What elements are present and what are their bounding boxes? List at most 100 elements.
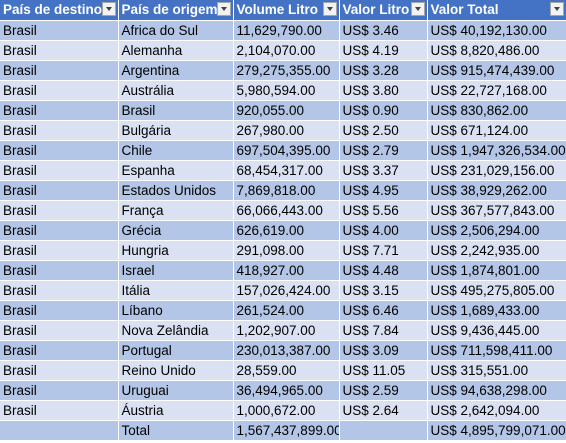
total-origin-cell[interactable]: Total bbox=[118, 420, 234, 441]
column-header[interactable]: País de origem bbox=[118, 0, 234, 21]
unit-price-cell[interactable]: US$ 3.09 bbox=[339, 340, 428, 361]
volume-cell[interactable]: 267,980.00 bbox=[233, 120, 340, 141]
destination-cell[interactable]: Brasil bbox=[0, 360, 119, 381]
destination-cell[interactable]: Brasil bbox=[0, 320, 119, 341]
total-value-cell[interactable]: US$ 2,642,094.00 bbox=[427, 400, 566, 421]
destination-cell[interactable]: Brasil bbox=[0, 40, 119, 61]
destination-cell[interactable]: Brasil bbox=[0, 20, 119, 41]
volume-cell[interactable]: 291,098.00 bbox=[233, 240, 340, 261]
unit-price-cell[interactable]: US$ 3.80 bbox=[339, 80, 428, 101]
origin-cell[interactable]: Hungria bbox=[118, 240, 234, 261]
total-value-cell[interactable]: US$ 8,820,486.00 bbox=[427, 40, 566, 61]
column-header[interactable]: Valor Total bbox=[427, 0, 566, 21]
destination-cell[interactable]: Brasil bbox=[0, 80, 119, 101]
destination-cell[interactable]: Brasil bbox=[0, 160, 119, 181]
total-volume-cell[interactable]: 1,567,437,899.00 bbox=[233, 420, 340, 441]
volume-cell[interactable]: 1,000,672.00 bbox=[233, 400, 340, 421]
unit-price-cell[interactable]: US$ 4.00 bbox=[339, 220, 428, 241]
unit-price-cell[interactable]: US$ 3.37 bbox=[339, 160, 428, 181]
total-value-cell[interactable]: US$ 495,275,805.00 bbox=[427, 280, 566, 301]
total-value-cell[interactable]: US$ 367,577,843.00 bbox=[427, 200, 566, 221]
filter-dropdown-icon[interactable] bbox=[322, 2, 337, 16]
unit-price-cell[interactable]: US$ 3.15 bbox=[339, 280, 428, 301]
origin-cell[interactable]: França bbox=[118, 200, 234, 221]
unit-price-cell[interactable]: US$ 4.95 bbox=[339, 180, 428, 201]
origin-cell[interactable]: Brasil bbox=[118, 100, 234, 121]
destination-cell[interactable]: Brasil bbox=[0, 100, 119, 121]
total-value-cell[interactable]: US$ 2,242,935.00 bbox=[427, 240, 566, 261]
origin-cell[interactable]: Chile bbox=[118, 140, 234, 161]
volume-cell[interactable]: 230,013,387.00 bbox=[233, 340, 340, 361]
unit-price-cell[interactable]: US$ 11.05 bbox=[339, 360, 428, 381]
origin-cell[interactable]: Portugal bbox=[118, 340, 234, 361]
volume-cell[interactable]: 157,026,424.00 bbox=[233, 280, 340, 301]
unit-price-cell[interactable]: US$ 2.79 bbox=[339, 140, 428, 161]
column-header[interactable]: País de destino bbox=[0, 0, 119, 21]
volume-cell[interactable]: 920,055.00 bbox=[233, 100, 340, 121]
total-total-value-cell[interactable]: US$ 4,895,799,071.00 bbox=[427, 420, 566, 441]
unit-price-cell[interactable]: US$ 4.19 bbox=[339, 40, 428, 61]
origin-cell[interactable]: Áustria bbox=[118, 400, 234, 421]
total-value-cell[interactable]: US$ 915,474,439.00 bbox=[427, 60, 566, 81]
volume-cell[interactable]: 1,202,907.00 bbox=[233, 320, 340, 341]
unit-price-cell[interactable]: US$ 3.46 bbox=[339, 20, 428, 41]
origin-cell[interactable]: Espanha bbox=[118, 160, 234, 181]
total-value-cell[interactable]: US$ 830,862.00 bbox=[427, 100, 566, 121]
destination-cell[interactable]: Brasil bbox=[0, 300, 119, 321]
filter-dropdown-icon[interactable] bbox=[101, 2, 116, 16]
destination-cell[interactable]: Brasil bbox=[0, 200, 119, 221]
origin-cell[interactable]: Líbano bbox=[118, 300, 234, 321]
destination-cell[interactable]: Brasil bbox=[0, 120, 119, 141]
origin-cell[interactable]: Austrália bbox=[118, 80, 234, 101]
total-value-cell[interactable]: US$ 38,929,262.00 bbox=[427, 180, 566, 201]
destination-cell[interactable]: Brasil bbox=[0, 220, 119, 241]
unit-price-cell[interactable]: US$ 4.48 bbox=[339, 260, 428, 281]
volume-cell[interactable]: 68,454,317.00 bbox=[233, 160, 340, 181]
origin-cell[interactable]: Nova Zelândia bbox=[118, 320, 234, 341]
total-value-cell[interactable]: US$ 94,638,298.00 bbox=[427, 380, 566, 401]
total-value-cell[interactable]: US$ 9,436,445.00 bbox=[427, 320, 566, 341]
destination-cell[interactable]: Brasil bbox=[0, 180, 119, 201]
volume-cell[interactable]: 66,066,443.00 bbox=[233, 200, 340, 221]
volume-cell[interactable]: 418,927.00 bbox=[233, 260, 340, 281]
volume-cell[interactable]: 11,629,790.00 bbox=[233, 20, 340, 41]
total-value-cell[interactable]: US$ 711,598,411.00 bbox=[427, 340, 566, 361]
destination-cell[interactable]: Brasil bbox=[0, 380, 119, 401]
origin-cell[interactable]: Argentina bbox=[118, 60, 234, 81]
destination-cell[interactable]: Brasil bbox=[0, 340, 119, 361]
origin-cell[interactable]: Africa do Sul bbox=[118, 20, 234, 41]
origin-cell[interactable]: Israel bbox=[118, 260, 234, 281]
total-value-cell[interactable]: US$ 315,551.00 bbox=[427, 360, 566, 381]
volume-cell[interactable]: 626,619.00 bbox=[233, 220, 340, 241]
total-value-cell[interactable]: US$ 671,124.00 bbox=[427, 120, 566, 141]
total-value-cell[interactable]: US$ 1,874,801.00 bbox=[427, 260, 566, 281]
unit-price-cell[interactable]: US$ 5.56 bbox=[339, 200, 428, 221]
origin-cell[interactable]: Itália bbox=[118, 280, 234, 301]
filter-dropdown-icon[interactable] bbox=[410, 2, 425, 16]
volume-cell[interactable]: 5,980,594.00 bbox=[233, 80, 340, 101]
origin-cell[interactable]: Grécia bbox=[118, 220, 234, 241]
volume-cell[interactable]: 2,104,070.00 bbox=[233, 40, 340, 61]
destination-cell[interactable]: Brasil bbox=[0, 140, 119, 161]
origin-cell[interactable]: Bulgária bbox=[118, 120, 234, 141]
destination-cell[interactable]: Brasil bbox=[0, 240, 119, 261]
origin-cell[interactable]: Alemanha bbox=[118, 40, 234, 61]
filter-dropdown-icon[interactable] bbox=[216, 2, 231, 16]
total-value-cell[interactable]: US$ 2,506,294.00 bbox=[427, 220, 566, 241]
filter-dropdown-icon[interactable] bbox=[549, 2, 564, 16]
volume-cell[interactable]: 279,275,355.00 bbox=[233, 60, 340, 81]
volume-cell[interactable]: 261,524.00 bbox=[233, 300, 340, 321]
unit-price-cell[interactable]: US$ 2.59 bbox=[339, 380, 428, 401]
volume-cell[interactable]: 7,869,818.00 bbox=[233, 180, 340, 201]
origin-cell[interactable]: Estados Unidos bbox=[118, 180, 234, 201]
total-value-cell[interactable]: US$ 1,947,326,534.00 bbox=[427, 140, 566, 161]
destination-cell[interactable]: Brasil bbox=[0, 60, 119, 81]
origin-cell[interactable]: Uruguai bbox=[118, 380, 234, 401]
unit-price-cell[interactable]: US$ 2.50 bbox=[339, 120, 428, 141]
total-value-cell[interactable]: US$ 22,727,168.00 bbox=[427, 80, 566, 101]
column-header[interactable]: Valor Litro bbox=[339, 0, 428, 21]
unit-price-cell[interactable]: US$ 7.71 bbox=[339, 240, 428, 261]
total-value-cell[interactable]: US$ 231,029,156.00 bbox=[427, 160, 566, 181]
destination-cell[interactable]: Brasil bbox=[0, 280, 119, 301]
total-value-cell[interactable]: US$ 40,192,130.00 bbox=[427, 20, 566, 41]
